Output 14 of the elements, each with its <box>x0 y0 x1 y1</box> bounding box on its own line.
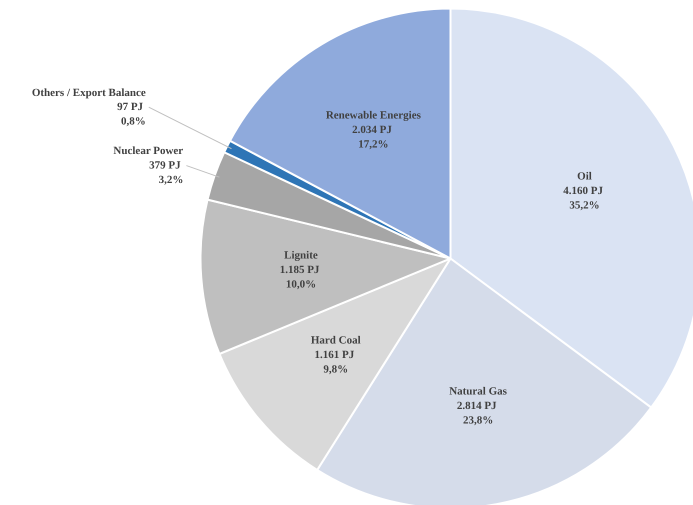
slice-label: Renewable Energies <box>326 109 422 122</box>
data-label: 2.814 PJ 23,8% <box>456 400 498 426</box>
slice-label: Lignite <box>284 250 318 262</box>
slice-label: Others / Export Balance <box>32 86 146 99</box>
slice-label: Nuclear Power <box>113 145 184 158</box>
data-label: 379 PJ 3,2% <box>149 160 184 186</box>
slice-label: Hard Coal <box>310 334 361 347</box>
slice-label: Natural Gas <box>449 386 508 398</box>
slice-label: Oil <box>577 170 592 183</box>
data-label: 97 PJ 0,8% <box>117 101 146 128</box>
data-label: 2.034 PJ 17,2% <box>352 124 392 150</box>
data-label: 1.161 PJ 9,8% <box>314 349 355 376</box>
data-label: 4.160 PJ 35,2% <box>563 185 604 212</box>
data-label: 1.185 PJ 10,0% <box>280 264 320 290</box>
